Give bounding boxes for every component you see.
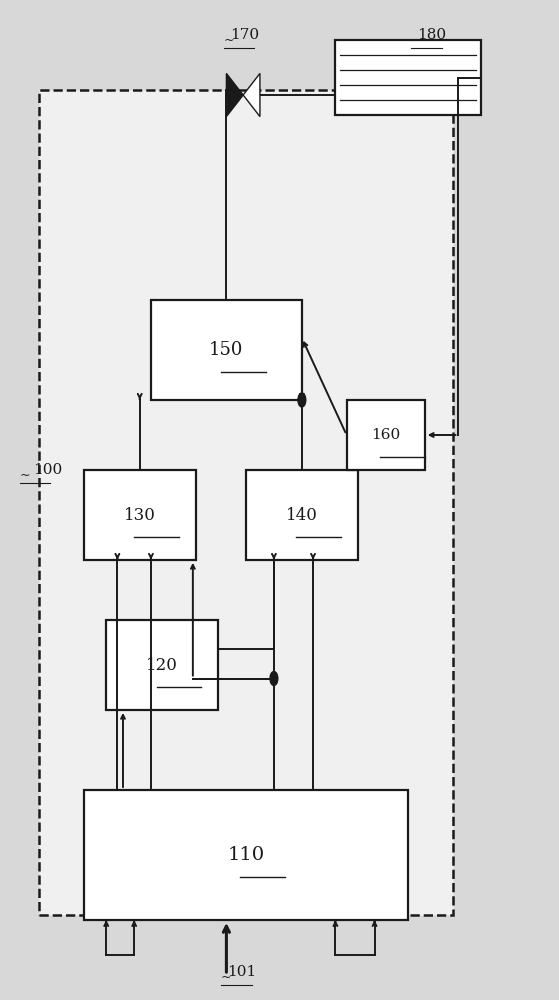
Text: 160: 160 [371,428,400,442]
Text: 101: 101 [228,965,257,979]
Text: ~: ~ [224,33,234,46]
Polygon shape [226,73,243,117]
Text: ~: ~ [20,468,30,482]
Text: 120: 120 [146,657,178,674]
Text: ~: ~ [411,33,421,46]
Text: 150: 150 [209,341,244,359]
Bar [39,90,453,915]
Bar [246,470,358,560]
Bar [335,40,481,115]
Text: 110: 110 [228,846,264,864]
Text: 130: 130 [124,506,156,524]
Bar [151,300,302,400]
Text: 140: 140 [286,506,318,524]
Bar [84,470,196,560]
Bar [106,620,218,710]
Bar [84,790,408,920]
Circle shape [270,672,278,686]
Text: 180: 180 [418,28,447,42]
Text: ~: ~ [221,970,231,984]
Text: 170: 170 [230,28,259,42]
Polygon shape [243,73,260,117]
Circle shape [298,393,306,407]
Text: 100: 100 [34,463,63,477]
Bar [347,400,425,470]
